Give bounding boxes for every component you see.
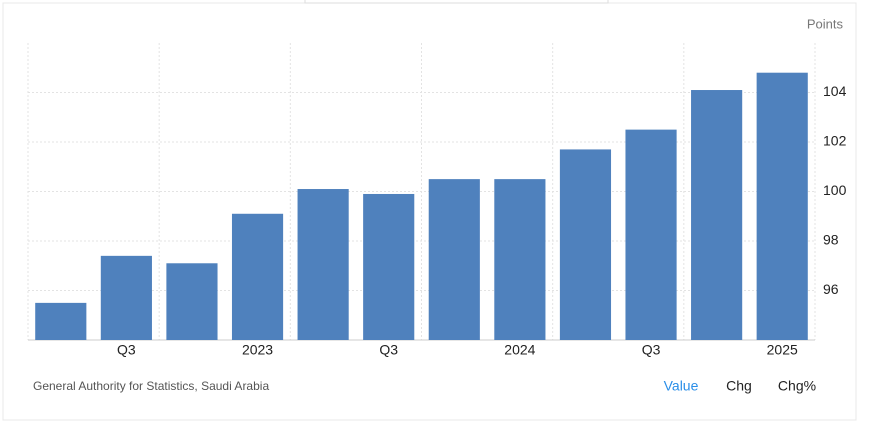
top-box xyxy=(304,0,609,4)
tab[interactable]: Value xyxy=(664,378,699,394)
y-axis-label: Points xyxy=(807,16,844,31)
source: General Authority for Statistics, Saudi … xyxy=(33,379,269,393)
y-tick-label: 96 xyxy=(823,281,839,297)
y-tick-label: 100 xyxy=(823,182,847,198)
y-tick-label: 104 xyxy=(823,83,847,99)
bar xyxy=(625,129,677,340)
bar xyxy=(494,179,546,340)
y-tick-label: 102 xyxy=(823,133,847,149)
bar xyxy=(363,193,415,340)
x-tick-label: 2025 xyxy=(767,342,798,358)
x-tick-label: 2024 xyxy=(504,342,535,358)
bar xyxy=(35,302,87,340)
bar xyxy=(100,255,152,340)
y-tick-label: 98 xyxy=(823,232,839,248)
x-tick-label: Q3 xyxy=(117,342,136,358)
x-tick-label: 2023 xyxy=(242,342,273,358)
tab[interactable]: Chg% xyxy=(778,378,816,394)
tab[interactable]: Chg xyxy=(726,378,752,394)
x-tick-label: Q3 xyxy=(379,342,398,358)
bar xyxy=(231,213,284,340)
bar xyxy=(297,189,349,340)
bar xyxy=(691,90,743,341)
bar xyxy=(166,263,218,340)
bar xyxy=(559,149,612,340)
bar xyxy=(428,179,480,340)
x-tick-label: Q3 xyxy=(642,342,661,358)
bar xyxy=(756,72,808,340)
